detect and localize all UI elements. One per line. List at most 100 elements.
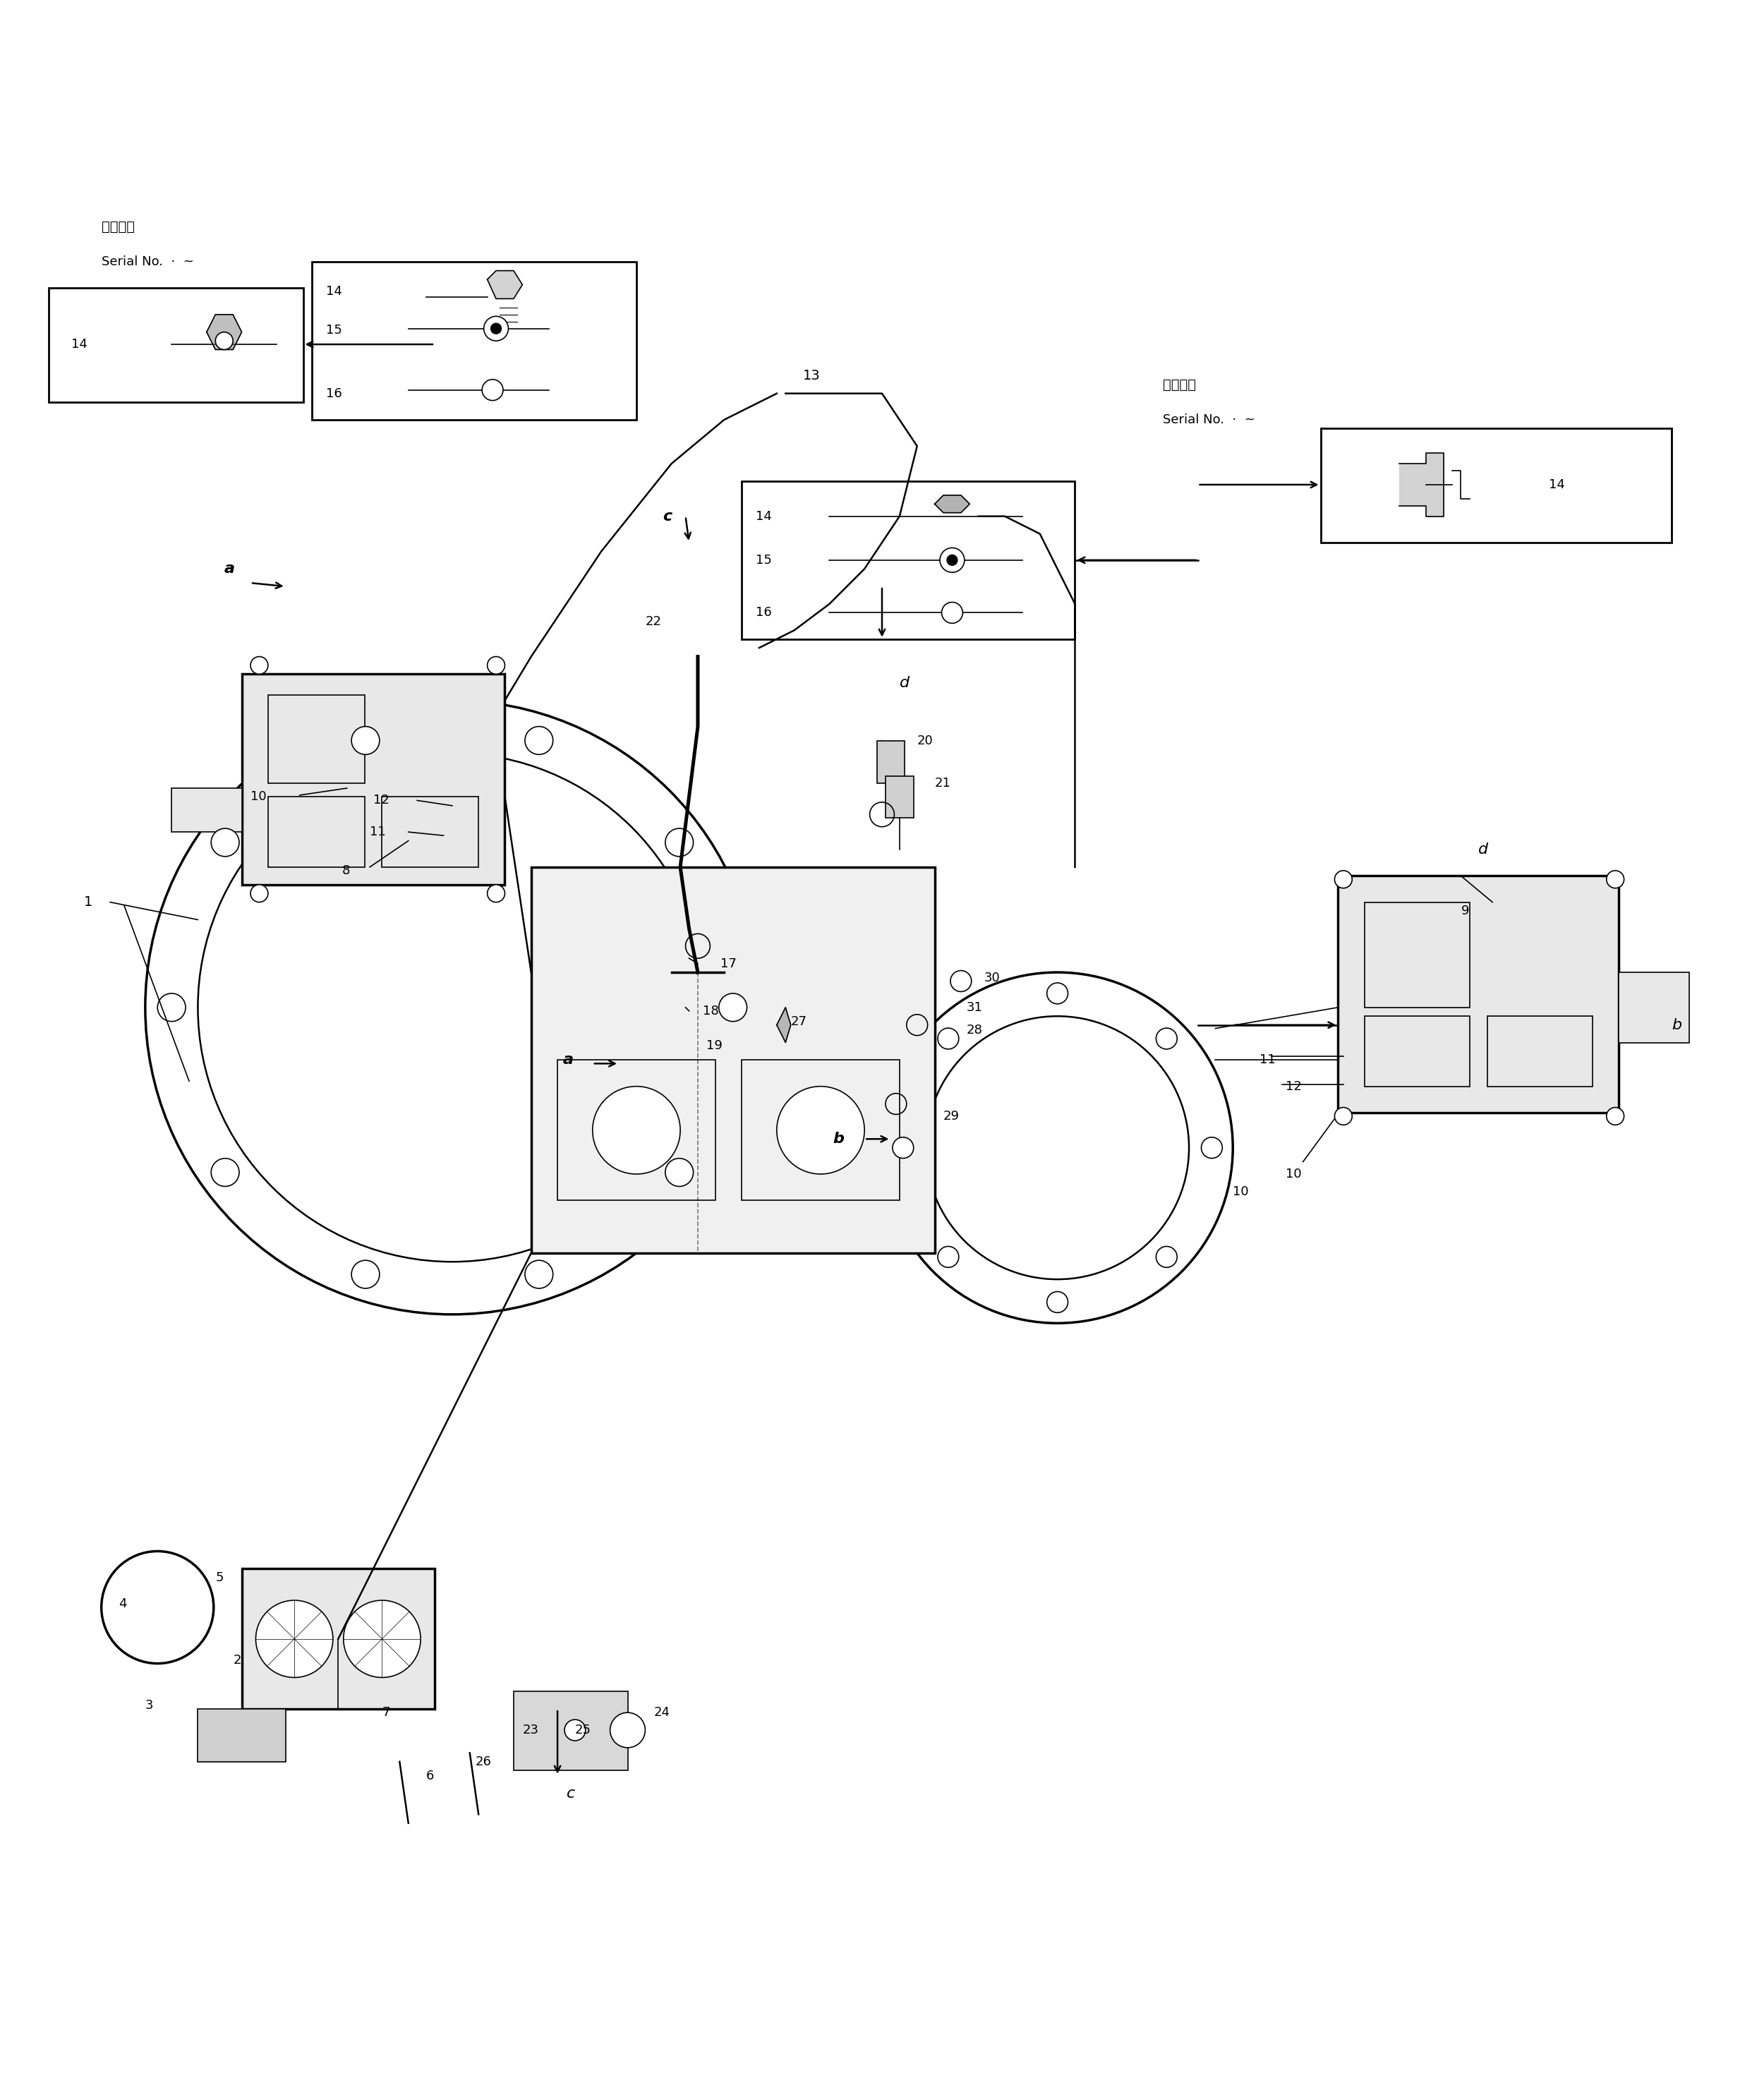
Circle shape [250,884,268,903]
Circle shape [1335,872,1353,888]
Bar [198,1710,286,1762]
Circle shape [882,972,1233,1324]
Bar [268,796,365,867]
Bar [741,482,1074,638]
Text: 31: 31 [967,1001,983,1013]
Circle shape [776,1086,864,1174]
Text: 6: 6 [425,1770,434,1783]
Circle shape [940,548,965,573]
Text: 14: 14 [326,286,342,298]
Text: 24: 24 [654,1706,670,1718]
Circle shape [1607,1107,1625,1126]
Circle shape [351,726,379,755]
Text: 14: 14 [1549,477,1565,492]
Circle shape [487,657,505,673]
Circle shape [1607,872,1625,888]
Circle shape [526,1259,552,1289]
Text: 5: 5 [215,1572,224,1585]
Bar [312,263,637,419]
Text: 14: 14 [72,338,88,350]
Bar [1619,972,1688,1042]
Text: 10: 10 [1233,1184,1249,1199]
Circle shape [926,1015,1189,1280]
Text: 4: 4 [118,1597,127,1610]
Circle shape [665,1159,693,1186]
Bar [268,694,365,782]
Circle shape [1046,982,1067,1003]
Bar [171,788,242,832]
Bar [531,867,935,1253]
Circle shape [593,1086,681,1174]
Circle shape [1046,1291,1067,1314]
Circle shape [490,323,501,334]
Bar [242,1568,434,1710]
Text: 29: 29 [944,1109,960,1122]
Text: 8: 8 [342,865,349,878]
Text: 19: 19 [707,1040,723,1053]
Text: 3: 3 [145,1699,153,1712]
Text: 22: 22 [646,615,662,628]
Circle shape [1155,1247,1177,1268]
Text: 11: 11 [370,826,386,838]
Text: 14: 14 [755,511,773,523]
Text: 9: 9 [1461,905,1469,917]
Bar [1339,876,1619,1113]
Circle shape [215,332,233,350]
Text: 10: 10 [1286,1168,1302,1180]
Text: 適用号機: 適用号機 [101,221,134,234]
Text: b: b [833,1132,845,1147]
Bar [1487,1015,1593,1086]
Text: Serial No.  ·  ~: Serial No. · ~ [1162,413,1254,425]
Circle shape [938,1028,960,1049]
Text: 18: 18 [704,1005,720,1017]
Circle shape [564,1720,586,1741]
Circle shape [483,317,508,340]
Circle shape [526,726,552,755]
Circle shape [1335,1107,1353,1126]
Polygon shape [206,315,242,350]
Circle shape [145,701,759,1314]
Text: a: a [224,561,235,575]
Text: a: a [563,1053,573,1068]
Bar [557,1059,716,1201]
Polygon shape [487,271,522,298]
Bar [741,1059,900,1201]
Circle shape [351,1259,379,1289]
Circle shape [157,992,185,1022]
Text: 21: 21 [935,776,951,790]
Text: 12: 12 [1286,1080,1302,1093]
Circle shape [256,1601,333,1678]
Bar [383,796,478,867]
Bar [886,776,914,817]
Text: 11: 11 [1259,1053,1275,1065]
Text: 28: 28 [967,1024,983,1036]
Bar [1364,1015,1469,1086]
Text: Serial No.  ·  ~: Serial No. · ~ [101,256,194,269]
Circle shape [665,828,693,857]
Text: 2: 2 [233,1653,242,1666]
Circle shape [610,1712,646,1747]
Polygon shape [1399,452,1443,517]
Text: b: b [1672,1017,1681,1032]
Text: 適用号機: 適用号機 [1162,377,1196,392]
Text: 15: 15 [755,555,773,567]
Bar [49,288,303,402]
Text: d: d [900,676,910,690]
Text: 12: 12 [374,794,390,807]
Text: 27: 27 [790,1015,806,1028]
Circle shape [212,828,240,857]
Text: d: d [1478,842,1489,857]
Text: 7: 7 [383,1706,390,1718]
Text: 30: 30 [984,972,1000,984]
Circle shape [482,379,503,400]
Text: 1: 1 [85,894,92,909]
Polygon shape [935,496,970,513]
Text: 16: 16 [755,607,773,619]
Circle shape [198,753,707,1261]
Text: 16: 16 [326,388,342,400]
Circle shape [344,1601,420,1678]
Text: 20: 20 [917,734,933,746]
Circle shape [947,555,958,565]
Circle shape [212,1159,240,1186]
Bar [513,1691,628,1770]
